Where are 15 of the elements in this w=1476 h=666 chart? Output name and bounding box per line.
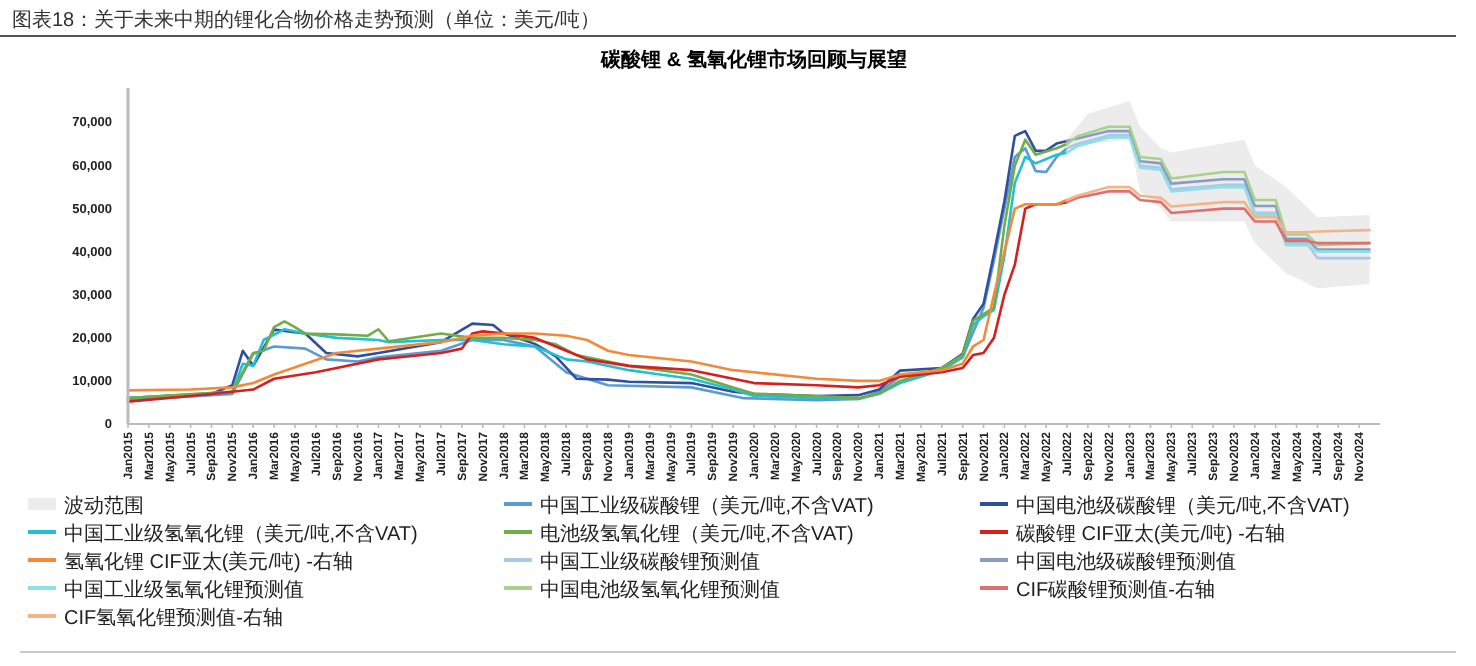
legend-label: 波动范围 bbox=[64, 494, 144, 518]
legend-label: 氢氧化锂 CIF亚太(美元/吨) -右轴 bbox=[64, 550, 353, 574]
legend-label: 碳酸锂 CIF亚太(美元/吨) -右轴 bbox=[1014, 522, 1285, 546]
legend-label: 中国工业级碳酸锂预测值 bbox=[540, 550, 760, 574]
legend-label: CIF碳酸锂预测值-右轴 bbox=[1016, 578, 1215, 602]
legend-label: 中国工业级碳酸锂（美元/吨,不含VAT) bbox=[540, 494, 874, 518]
chart-subtitle: 图表18：关于未来中期的锂化合物价格走势预测（单位：美元/吨） bbox=[12, 8, 600, 32]
legend-label: 中国电池级氢氧化锂预测值 bbox=[540, 578, 780, 602]
legend-label: 电池级氢氧化锂（美元/吨,不含VAT) bbox=[540, 522, 854, 546]
legend-label: 中国电池级碳酸锂（美元/吨,不含VAT) bbox=[1016, 494, 1350, 518]
chart-title: 碳酸锂 & 氢氧化锂市场回顾与展望 bbox=[599, 48, 907, 72]
legend-label: 中国电池级碳酸锂预测值 bbox=[1016, 550, 1236, 574]
legend-label: 中国工业级氢氧化锂（美元/吨,不含VAT) bbox=[64, 522, 418, 546]
legend-label: 中国工业级氢氧化锂预测值 bbox=[64, 578, 304, 602]
legend-label: CIF氢氧化锂预测值-右轴 bbox=[64, 606, 283, 630]
